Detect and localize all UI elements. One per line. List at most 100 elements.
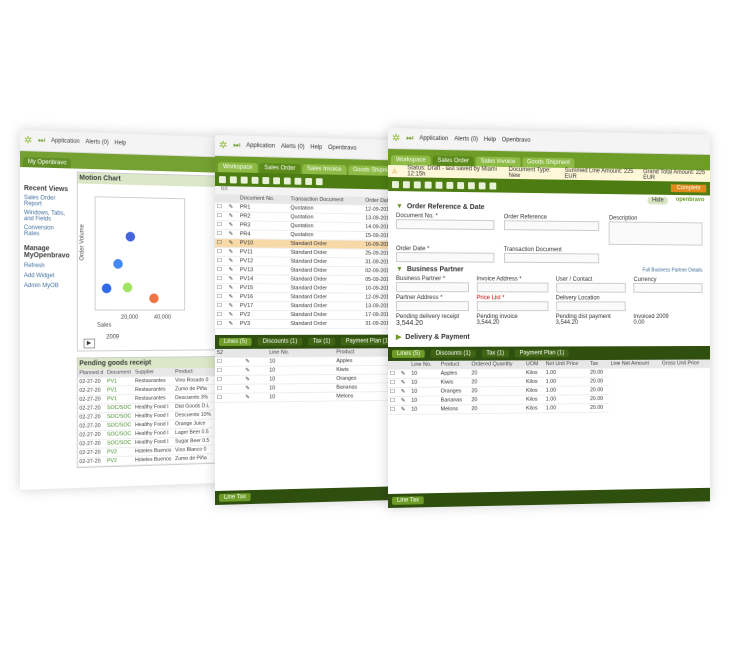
application-menu[interactable]: Application xyxy=(246,142,276,150)
print-icon[interactable] xyxy=(467,181,475,189)
refresh-icon[interactable] xyxy=(273,176,280,184)
column-header[interactable]: Tax xyxy=(588,359,609,369)
tab-sales-order[interactable]: Sales Order xyxy=(432,155,474,167)
edit-pencil-icon[interactable]: ✎ xyxy=(226,292,238,302)
delivery-section-header[interactable]: ▶ Delivery & Payment xyxy=(395,332,703,341)
row-select-checkbox[interactable]: ☐ xyxy=(388,369,399,379)
edit-pencil-icon[interactable]: ✎ xyxy=(226,301,238,311)
save-icon[interactable] xyxy=(413,180,421,188)
row-select-checkbox[interactable]: ☐ xyxy=(388,378,399,388)
export-icon[interactable] xyxy=(457,181,465,189)
application-menu[interactable]: Application xyxy=(419,135,449,143)
child-tab[interactable]: Payment Plan (1) xyxy=(514,349,570,358)
column-header[interactable]: Line No. xyxy=(409,360,439,370)
column-header[interactable]: Line Net Amount xyxy=(608,359,660,369)
edit-pencil-icon[interactable]: ✎ xyxy=(243,375,268,385)
edit-pencil-icon[interactable]: ✎ xyxy=(226,310,238,320)
row-select-checkbox[interactable]: ☐ xyxy=(215,319,227,329)
column-header[interactable]: Product xyxy=(438,360,470,370)
help-menu[interactable]: Help xyxy=(114,140,127,147)
row-select-checkbox[interactable]: ☐ xyxy=(215,375,244,385)
transaction-document-select[interactable] xyxy=(503,252,600,264)
row-select-checkbox[interactable]: ☐ xyxy=(388,396,399,406)
edit-pencil-icon[interactable]: ✎ xyxy=(243,383,268,394)
help-menu[interactable]: Help xyxy=(310,144,323,151)
table-row[interactable]: ☐ ✎ 10 Melons xyxy=(215,391,404,403)
star-icon[interactable]: ✲ xyxy=(23,134,33,146)
recent-view-link[interactable]: Sales Order Report xyxy=(23,195,56,208)
edit-pencil-icon[interactable]: ✎ xyxy=(226,220,238,230)
chart-bubble[interactable] xyxy=(125,231,135,242)
edit-pencil-icon[interactable]: ✎ xyxy=(226,319,238,329)
table-row[interactable]: ☐ ✎ PV2 Standard Order 17-09-2010 xyxy=(215,310,404,320)
row-select-checkbox[interactable]: ☐ xyxy=(215,220,227,230)
alerts-link[interactable]: Alerts (0) xyxy=(85,139,109,146)
row-select-checkbox[interactable]: ☐ xyxy=(215,393,244,403)
edit-pencil-icon[interactable]: ✎ xyxy=(226,229,238,239)
child-tab[interactable]: Tax (1) xyxy=(481,349,509,358)
business-partner-input[interactable] xyxy=(395,282,469,293)
child-tab[interactable]: Discounts (1) xyxy=(257,337,303,346)
child-tab[interactable]: Payment Plan (1) xyxy=(340,337,395,346)
alerts-link[interactable]: Alerts (0) xyxy=(454,136,479,143)
column-header[interactable]: Ordered Quantity xyxy=(469,360,525,370)
edit-pencil-icon[interactable]: ✎ xyxy=(243,392,268,403)
new-icon[interactable] xyxy=(391,180,399,188)
child-tab[interactable]: Discounts (1) xyxy=(430,349,476,358)
row-select-checkbox[interactable]: ☐ xyxy=(215,238,227,248)
invoice-address-select[interactable] xyxy=(476,282,549,293)
row-select-checkbox[interactable]: ☐ xyxy=(215,301,227,311)
collapse-triangle-icon[interactable]: ▼ xyxy=(395,266,403,274)
recent-view-link[interactable]: Conversion Rates xyxy=(23,225,54,238)
column-header[interactable]: Net Unit Price xyxy=(543,360,589,369)
new-icon[interactable] xyxy=(218,175,226,183)
edit-pencil-icon[interactable]: ✎ xyxy=(243,366,268,376)
manage-link[interactable]: Add Widget xyxy=(23,273,55,280)
collapse-triangle-icon[interactable]: ▼ xyxy=(395,203,403,211)
table-row[interactable]: ☐ ✎ 10 Melons 20 Kilos 1.00 20.00 xyxy=(388,402,710,415)
manage-link[interactable]: Admin MyOB xyxy=(23,283,59,290)
row-select-checkbox[interactable]: ☐ xyxy=(215,211,227,221)
undo-icon[interactable] xyxy=(424,181,432,189)
user-contact-select[interactable] xyxy=(555,282,626,293)
print-icon[interactable] xyxy=(294,177,302,185)
alerts-link[interactable]: Alerts (0) xyxy=(280,143,305,151)
row-select-checkbox[interactable]: ☐ xyxy=(215,292,227,302)
partner-address-select[interactable] xyxy=(395,301,469,312)
edit-pencil-icon[interactable]: ✎ xyxy=(226,202,238,212)
document-no-input[interactable] xyxy=(395,219,495,231)
tab-sales-invoice[interactable]: Sales Invoice xyxy=(302,164,347,175)
tab-sales-order[interactable]: Sales Order xyxy=(259,163,301,174)
new-row-icon[interactable] xyxy=(402,180,410,188)
chart-bubble[interactable] xyxy=(148,293,159,304)
row-select-checkbox[interactable]: ☐ xyxy=(215,247,227,257)
table-row[interactable]: ☐ ✎ PV17 Standard Order 13-09-2010 xyxy=(215,301,404,311)
edit-pencil-icon[interactable]: ✎ xyxy=(398,378,410,388)
order-reference-input[interactable] xyxy=(503,220,600,232)
skip-forward-icon[interactable]: ⏭ xyxy=(38,135,46,145)
tab-line-tax[interactable]: Line Tax xyxy=(391,496,424,505)
openbravo-menu[interactable]: Openbravo xyxy=(328,145,357,152)
child-tab[interactable]: Lines (5) xyxy=(391,349,426,358)
skip-forward-icon[interactable]: ⏭ xyxy=(406,133,414,143)
tab-workspace[interactable]: Workspace xyxy=(217,162,258,173)
edit-pencil-icon[interactable]: ✎ xyxy=(398,405,410,415)
refresh-icon[interactable] xyxy=(446,181,454,189)
row-select-checkbox[interactable]: ☐ xyxy=(215,384,244,394)
edit-pencil-icon[interactable]: ✎ xyxy=(226,256,238,266)
row-select-checkbox[interactable]: ☐ xyxy=(215,274,227,284)
edit-pencil-icon[interactable]: ✎ xyxy=(398,369,410,379)
row-select-checkbox[interactable]: ☐ xyxy=(215,283,227,293)
description-input[interactable] xyxy=(608,221,703,246)
star-icon[interactable]: ✲ xyxy=(218,139,228,151)
sum-icon[interactable] xyxy=(315,177,323,185)
row-select-checkbox[interactable]: ☐ xyxy=(388,387,399,397)
edit-pencil-icon[interactable]: ✎ xyxy=(226,283,238,293)
currency-select[interactable] xyxy=(633,282,703,293)
bp-section-header[interactable]: ▼ Business Partner xyxy=(396,266,464,273)
edit-pencil-icon[interactable]: ✎ xyxy=(226,211,238,221)
tab-workspace[interactable]: Workspace xyxy=(390,155,431,166)
previous-icon[interactable] xyxy=(478,181,486,189)
expand-triangle-icon[interactable]: ▶ xyxy=(395,333,402,341)
child-tab[interactable]: Lines (5) xyxy=(218,337,252,346)
